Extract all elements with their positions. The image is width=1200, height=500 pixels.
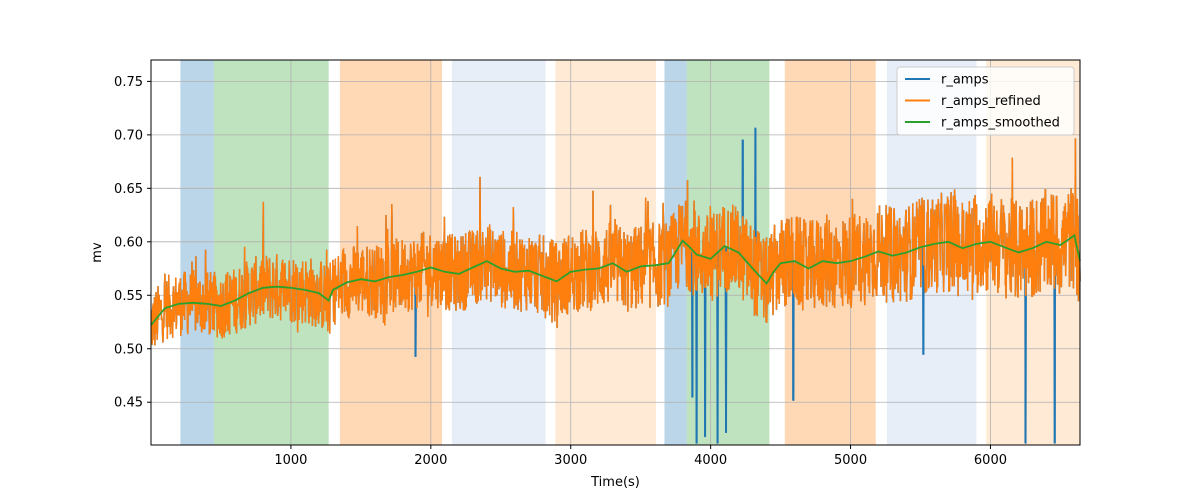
- legend-box: [896, 66, 1075, 136]
- series-line-r-amps-smoothed: [150, 233, 1081, 326]
- y-tick-label: 0.60: [114, 235, 143, 250]
- x-tick-label: 2000: [414, 453, 447, 468]
- legend: r_amps r_amps_refined r_amps_smoothed: [896, 66, 1075, 136]
- y-tick-label: 0.45: [114, 396, 143, 411]
- x-tick-label: 3000: [554, 453, 587, 468]
- shaded-region-2: [213, 60, 329, 445]
- y-axis-label: mv: [90, 242, 105, 263]
- x-tick-label: 1000: [274, 453, 307, 468]
- y-tick-label: 0.50: [114, 342, 143, 357]
- x-tick-label: 5000: [834, 453, 867, 468]
- legend-label-r-amps-smoothed: r_amps_smoothed: [941, 116, 1060, 131]
- y-tick-label: 0.75: [114, 75, 143, 90]
- legend-label-r-amps-refined: r_amps_refined: [941, 94, 1041, 109]
- x-axis-label: Time(s): [590, 475, 640, 490]
- y-tick-label: 0.65: [114, 182, 143, 197]
- series-line-r-amps-refined: [150, 138, 1081, 346]
- y-tick-label: 0.55: [114, 289, 143, 304]
- series-lines: [150, 127, 1081, 444]
- x-tick-label: 6000: [974, 453, 1007, 468]
- axis-ticks: 1000 2000 3000 4000 5000 6000 0.45 0.50 0.55 0.60…: [114, 75, 1007, 468]
- plot-frame: [150, 59, 1081, 446]
- y-tick-label: 0.70: [114, 128, 143, 143]
- shaded-region-1: [180, 60, 214, 445]
- x-tick-label: 4000: [694, 453, 727, 468]
- legend-label-r-amps: r_amps: [941, 73, 989, 88]
